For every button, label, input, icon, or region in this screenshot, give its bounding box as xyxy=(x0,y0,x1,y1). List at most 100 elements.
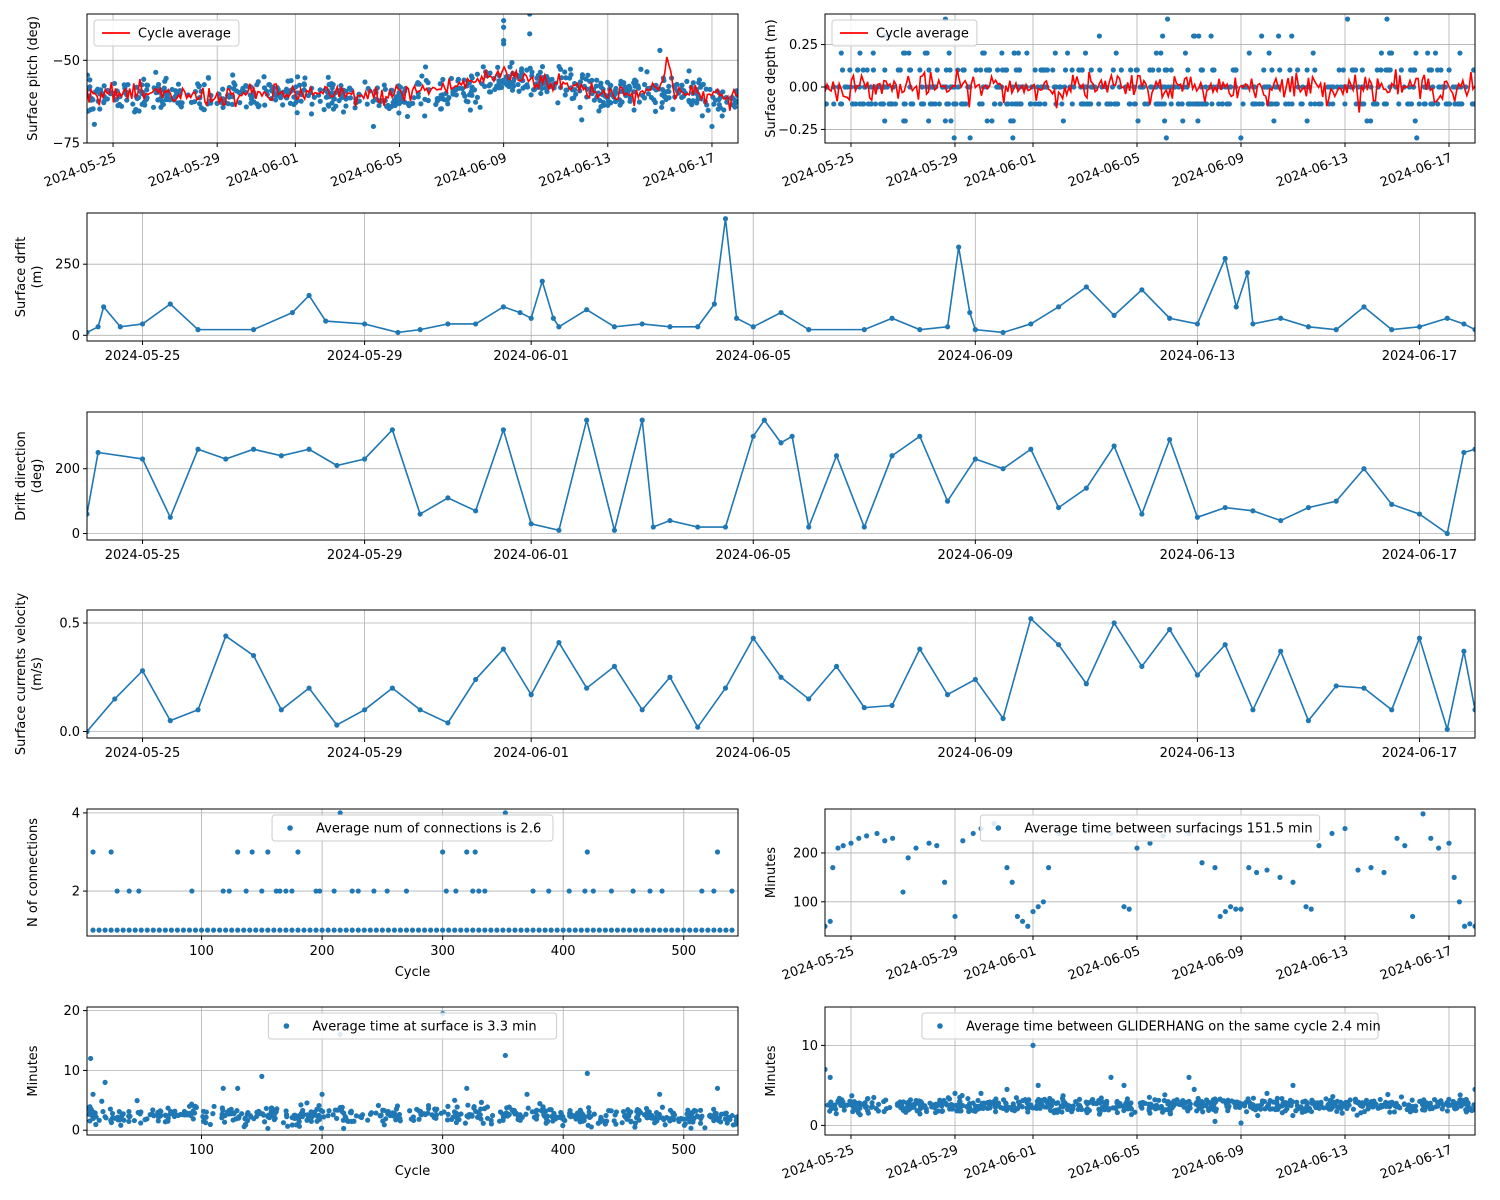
data-point xyxy=(1265,1102,1271,1108)
data-point xyxy=(1212,1118,1218,1124)
data-point xyxy=(1465,1099,1471,1106)
data-point xyxy=(304,1100,310,1106)
data-point xyxy=(347,95,354,101)
chart-panel-surface_time: 100 200 300 400 500 0 10 20 Minutes Cycle Average … xyxy=(26,1004,739,1179)
data-point xyxy=(1110,67,1116,73)
data-point xyxy=(729,888,735,894)
data-point xyxy=(948,118,954,124)
data-point xyxy=(1096,101,1102,107)
data-point xyxy=(158,104,164,110)
data-point xyxy=(1004,865,1010,871)
data-point xyxy=(612,1112,618,1118)
data-point xyxy=(139,668,146,674)
y-axis-label-line: Minutes xyxy=(764,847,779,898)
data-point xyxy=(905,1104,912,1110)
data-point xyxy=(1457,50,1463,56)
axes-frame xyxy=(86,212,1476,342)
data-point xyxy=(725,1114,731,1121)
legend: Average time at surface is 3.3 min xyxy=(267,1012,558,1040)
data-point xyxy=(944,498,951,504)
data-point xyxy=(1233,1104,1239,1110)
data-point xyxy=(594,77,600,83)
data-point xyxy=(732,104,738,110)
data-point xyxy=(464,1113,470,1119)
data-point xyxy=(355,927,361,933)
data-point xyxy=(972,327,978,333)
data-point xyxy=(1013,1095,1019,1101)
data-point xyxy=(482,927,488,933)
data-point xyxy=(494,927,500,933)
data-point xyxy=(944,692,951,698)
data-point xyxy=(500,427,506,433)
data-point xyxy=(630,888,636,894)
data-point xyxy=(1402,843,1408,849)
data-point xyxy=(330,106,337,112)
data-point xyxy=(1421,1104,1427,1110)
chart-panel-connections: 100 200 300 400 500 2 4 N of connections Cycle Av… xyxy=(26,806,739,980)
y-tick-label: −0.25 xyxy=(778,123,818,138)
data-point xyxy=(1416,324,1423,330)
data-point xyxy=(1219,101,1225,107)
data-point xyxy=(308,1118,314,1124)
data-point xyxy=(1389,707,1395,713)
data-point xyxy=(524,67,530,73)
data-point xyxy=(560,927,566,933)
data-point xyxy=(371,888,377,894)
data-point xyxy=(1447,1102,1454,1108)
data-point xyxy=(298,98,304,104)
data-point xyxy=(1139,1100,1146,1107)
data-point xyxy=(409,927,416,933)
data-point xyxy=(1446,840,1452,846)
data-point xyxy=(1278,315,1284,321)
data-point xyxy=(384,888,390,894)
data-point xyxy=(659,888,665,894)
plot-area xyxy=(825,811,1475,929)
data-point xyxy=(300,1107,306,1114)
data-point xyxy=(271,1107,277,1113)
legend-marker-swatch xyxy=(937,1023,943,1029)
x-tick-label: 2024-05-25 xyxy=(105,548,181,563)
data-point xyxy=(1398,67,1404,73)
data-point xyxy=(857,1105,863,1111)
data-point xyxy=(308,111,315,117)
data-point xyxy=(1196,101,1202,107)
data-point xyxy=(313,927,319,933)
data-point xyxy=(632,927,639,933)
data-point xyxy=(632,83,638,89)
data-point xyxy=(603,1112,609,1119)
data-point xyxy=(471,1105,477,1111)
data-point xyxy=(395,329,401,336)
data-point xyxy=(87,728,90,735)
data-point xyxy=(253,927,259,933)
data-point xyxy=(203,1120,209,1126)
data-point xyxy=(778,309,784,316)
data-point xyxy=(1069,67,1075,73)
data-point xyxy=(1339,1110,1345,1116)
data-point xyxy=(501,24,507,30)
data-point xyxy=(425,80,431,86)
data-point xyxy=(443,888,449,894)
data-point xyxy=(919,101,925,107)
data-point xyxy=(1132,1109,1138,1115)
data-point xyxy=(134,1097,140,1104)
data-point xyxy=(1121,1082,1127,1088)
x-tick-label: 2024-05-29 xyxy=(146,151,222,191)
x-tick-label: 2024-06-13 xyxy=(1160,349,1236,364)
data-point xyxy=(210,1111,216,1117)
data-point xyxy=(1290,1082,1296,1088)
y-tick-label: 20 xyxy=(63,1004,80,1019)
data-point xyxy=(337,927,343,933)
data-point xyxy=(942,118,948,124)
data-point xyxy=(663,94,669,100)
data-point xyxy=(407,1108,413,1114)
data-point xyxy=(1128,1106,1135,1112)
data-point xyxy=(126,1118,132,1125)
x-tick-label: 300 xyxy=(430,944,455,959)
x-tick-label: 100 xyxy=(189,1143,214,1158)
data-point xyxy=(1037,1105,1043,1111)
data-point xyxy=(1147,840,1153,846)
data-point xyxy=(707,1112,713,1118)
x-tick-label: 2024-06-13 xyxy=(537,151,613,191)
data-point xyxy=(472,99,479,105)
data-point xyxy=(659,99,665,106)
